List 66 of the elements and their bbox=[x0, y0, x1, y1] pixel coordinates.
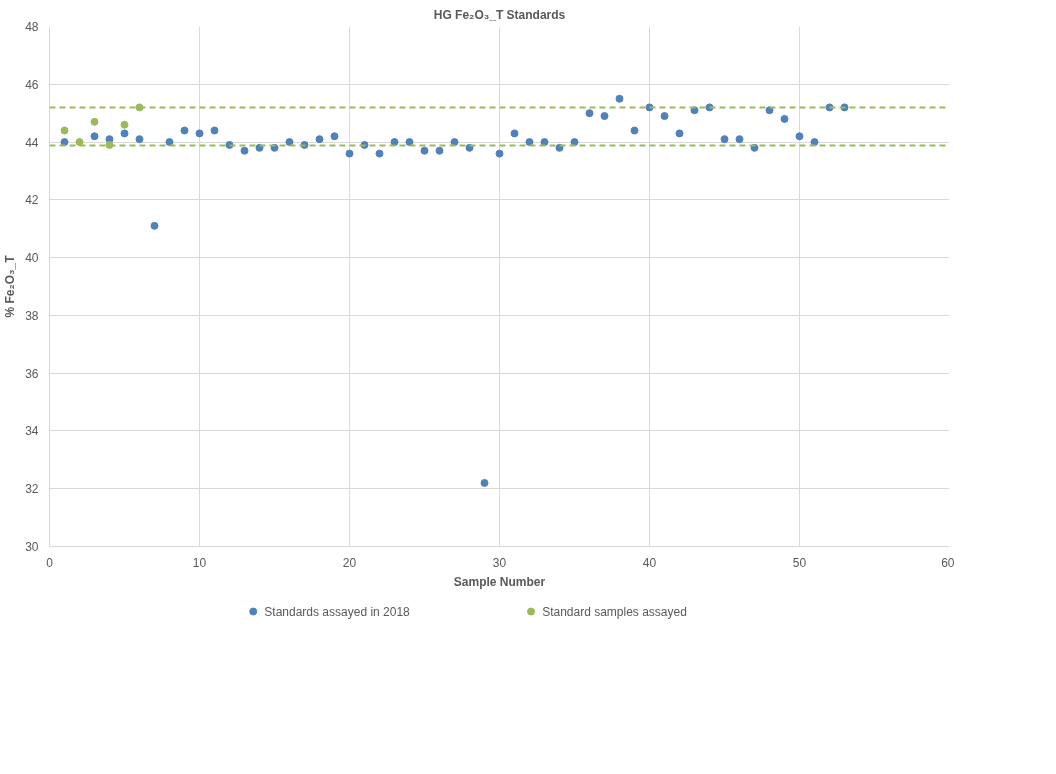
point bbox=[540, 138, 549, 147]
point bbox=[600, 112, 609, 121]
x-tick-label: 60 bbox=[941, 555, 955, 570]
point bbox=[210, 126, 219, 135]
x-tick-label: 30 bbox=[492, 555, 507, 570]
point bbox=[570, 138, 579, 147]
legend-label: Standard samples assayed bbox=[542, 604, 687, 619]
point bbox=[315, 135, 324, 144]
point bbox=[735, 135, 744, 144]
point bbox=[720, 135, 729, 144]
point bbox=[120, 120, 129, 129]
point bbox=[60, 138, 69, 147]
point bbox=[375, 149, 384, 158]
point bbox=[510, 129, 519, 138]
y-tick-label: 32 bbox=[25, 482, 39, 497]
point bbox=[795, 132, 804, 141]
legend-label: Standards assayed in 2018 bbox=[264, 604, 411, 619]
point bbox=[330, 132, 339, 141]
y-tick-label: 36 bbox=[25, 366, 39, 381]
point bbox=[615, 94, 624, 103]
point bbox=[435, 146, 444, 155]
y-tick-label: 46 bbox=[25, 77, 39, 92]
point bbox=[420, 146, 429, 155]
point bbox=[495, 149, 504, 158]
chart-title: HG Fe₂O₃_T Standards bbox=[433, 7, 566, 22]
point bbox=[810, 138, 819, 147]
point bbox=[75, 138, 84, 147]
x-tick-label: 20 bbox=[342, 555, 357, 570]
point bbox=[60, 126, 69, 135]
point bbox=[105, 140, 114, 149]
y-tick-label: 34 bbox=[25, 424, 39, 439]
point bbox=[525, 138, 534, 147]
x-tick-label: 10 bbox=[192, 555, 207, 570]
y-tick-label: 44 bbox=[25, 135, 39, 150]
point bbox=[675, 129, 684, 138]
x-tick-label: 40 bbox=[642, 555, 657, 570]
point bbox=[780, 114, 789, 123]
point bbox=[90, 132, 99, 141]
x-tick-label: 50 bbox=[792, 555, 807, 570]
y-tick-label: 42 bbox=[25, 193, 39, 208]
point bbox=[480, 478, 489, 487]
y-tick-label: 40 bbox=[25, 251, 39, 266]
point bbox=[450, 138, 459, 147]
point bbox=[150, 221, 159, 230]
point bbox=[120, 129, 129, 138]
point bbox=[630, 126, 639, 135]
point bbox=[240, 146, 249, 155]
point bbox=[585, 109, 594, 118]
point bbox=[390, 138, 399, 147]
point bbox=[345, 149, 354, 158]
y-tick-label: 48 bbox=[25, 20, 39, 34]
point bbox=[765, 106, 774, 115]
y-axis-title: % Fe₂O₃_T bbox=[3, 254, 18, 318]
point bbox=[690, 106, 699, 115]
x-axis-title: Sample Number bbox=[453, 574, 546, 589]
x-tick-label: 0 bbox=[46, 555, 54, 570]
point bbox=[165, 138, 174, 147]
point bbox=[405, 138, 414, 147]
point bbox=[195, 129, 204, 138]
point bbox=[285, 138, 294, 147]
point bbox=[180, 126, 189, 135]
point bbox=[90, 117, 99, 126]
point bbox=[135, 135, 144, 144]
y-tick-label: 30 bbox=[25, 540, 39, 554]
point bbox=[660, 112, 669, 121]
y-tick-label: 38 bbox=[25, 308, 39, 323]
